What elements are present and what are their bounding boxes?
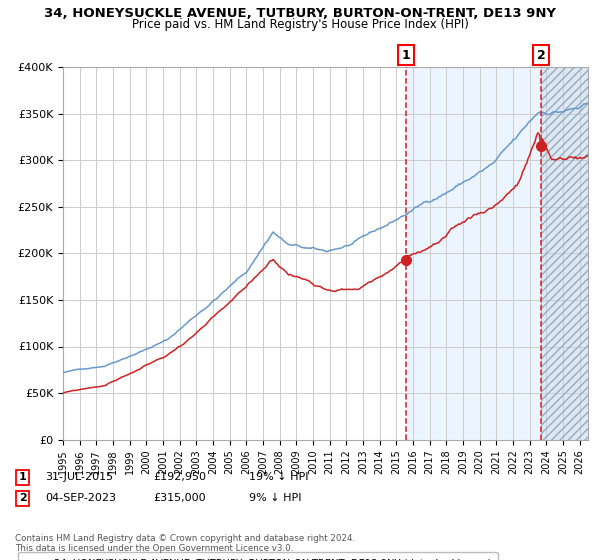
Text: 1: 1 [401, 49, 410, 62]
Text: 04-SEP-2023: 04-SEP-2023 [45, 493, 116, 503]
Text: 1: 1 [19, 472, 26, 482]
Text: 2: 2 [19, 493, 26, 503]
Bar [541, 67, 588, 440]
Text: 34, HONEYSUCKLE AVENUE, TUTBURY, BURTON-ON-TRENT, DE13 9NY: 34, HONEYSUCKLE AVENUE, TUTBURY, BURTON-… [44, 7, 556, 20]
Text: Price paid vs. HM Land Registry's House Price Index (HPI): Price paid vs. HM Land Registry's House … [131, 18, 469, 31]
Text: 2: 2 [536, 49, 545, 62]
Text: 31-JUL-2015: 31-JUL-2015 [45, 472, 113, 482]
Text: 9% ↓ HPI: 9% ↓ HPI [249, 493, 302, 503]
Text: This data is licensed under the Open Government Licence v3.0.: This data is licensed under the Open Gov… [15, 544, 293, 553]
Text: £192,950: £192,950 [153, 472, 206, 482]
Bar [406, 67, 588, 440]
Bar [541, 67, 588, 440]
Text: £315,000: £315,000 [153, 493, 206, 503]
Text: Contains HM Land Registry data © Crown copyright and database right 2024.: Contains HM Land Registry data © Crown c… [15, 534, 355, 543]
Text: 19% ↓ HPI: 19% ↓ HPI [249, 472, 308, 482]
Legend: 34, HONEYSUCKLE AVENUE, TUTBURY, BURTON-ON-TRENT, DE13 9NY (detached house), HPI: 34, HONEYSUCKLE AVENUE, TUTBURY, BURTON-… [18, 552, 497, 560]
